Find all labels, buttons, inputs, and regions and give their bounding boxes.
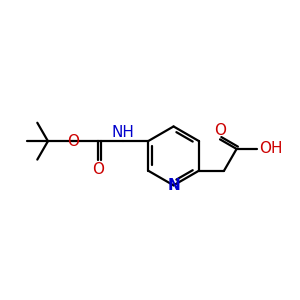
Text: NH: NH bbox=[112, 125, 134, 140]
Text: OH: OH bbox=[259, 141, 282, 156]
Text: O: O bbox=[92, 162, 104, 177]
Text: O: O bbox=[67, 134, 79, 149]
Text: N: N bbox=[167, 178, 180, 193]
Text: O: O bbox=[214, 123, 226, 138]
